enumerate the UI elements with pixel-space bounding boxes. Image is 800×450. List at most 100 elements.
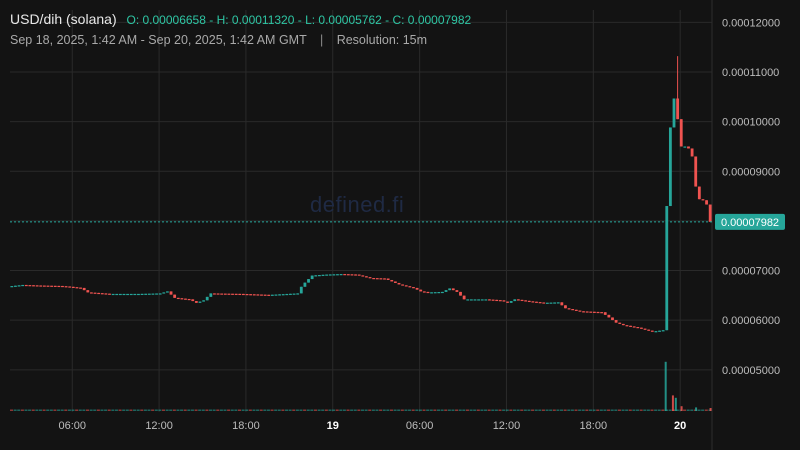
x-tick-label: 19 xyxy=(327,420,339,432)
volume-bar xyxy=(292,409,296,411)
candle-body xyxy=(173,294,177,298)
candle-body xyxy=(343,274,347,276)
y-tick-label: 0.00006000 xyxy=(722,315,780,327)
volume-bar xyxy=(223,409,227,411)
resolution-label[interactable]: Resolution: 15m xyxy=(336,33,428,47)
volume-bar xyxy=(190,409,194,411)
candle-body xyxy=(375,278,379,280)
candle-body xyxy=(158,293,162,295)
candle-body xyxy=(57,285,61,288)
candle-body xyxy=(466,299,470,301)
volume-bar xyxy=(313,409,317,411)
volume-bar xyxy=(317,409,321,411)
volume-bar xyxy=(82,409,86,411)
volume-bar xyxy=(321,409,325,411)
candle-body xyxy=(668,127,672,207)
candle-body xyxy=(553,302,557,304)
candle-body xyxy=(299,286,303,294)
candle-body xyxy=(469,299,473,301)
volume-bar xyxy=(455,409,459,411)
volume-bar xyxy=(259,409,263,411)
candle-body xyxy=(278,294,281,296)
volume-bar xyxy=(114,409,118,411)
candle-body xyxy=(21,284,25,287)
volume-bar xyxy=(143,409,147,411)
candle-body xyxy=(75,287,79,289)
volume-bar xyxy=(35,409,39,411)
volume-bar xyxy=(596,409,600,411)
candle-body xyxy=(658,330,661,332)
volume-bar xyxy=(393,409,397,411)
volume-bar xyxy=(64,409,68,411)
volume-bar xyxy=(646,409,650,411)
volume-bar xyxy=(346,409,350,411)
candle-body xyxy=(462,295,466,300)
volume-bar xyxy=(151,409,155,411)
volume-bar xyxy=(248,409,252,411)
candle-body xyxy=(614,320,618,323)
volume-bar xyxy=(194,409,198,411)
candle-body xyxy=(404,285,408,287)
volume-bar xyxy=(426,409,430,411)
volume-bar xyxy=(473,409,477,411)
candle-body xyxy=(256,294,260,296)
candle-body xyxy=(665,206,669,331)
volume-bar xyxy=(169,409,173,411)
volume-bar xyxy=(158,409,162,411)
candle-body xyxy=(194,301,198,303)
volume-bar xyxy=(574,409,578,411)
volume-bar xyxy=(520,409,524,411)
candle-body xyxy=(618,322,622,324)
candle-body xyxy=(408,286,412,288)
candle-body xyxy=(502,300,506,302)
volume-bar xyxy=(161,409,165,411)
volume-bar xyxy=(78,409,82,411)
candle-body xyxy=(473,299,477,301)
candle-body xyxy=(694,156,698,187)
volume-bar xyxy=(657,409,661,411)
candle-body xyxy=(574,309,578,311)
volume-bar xyxy=(375,409,379,411)
volume-bar xyxy=(252,409,256,411)
volume-bar xyxy=(498,409,502,411)
candle-body xyxy=(676,98,680,120)
volume-bar xyxy=(13,409,17,411)
volume-bar xyxy=(364,409,368,411)
candle-body xyxy=(68,286,72,288)
candle-body xyxy=(289,293,292,295)
last-price-tag xyxy=(715,213,785,230)
candle-body xyxy=(419,289,423,292)
candle-body xyxy=(596,311,600,314)
candle-body xyxy=(17,285,21,287)
volume-spike xyxy=(680,406,683,411)
candle-body xyxy=(705,200,708,205)
volume-bar xyxy=(585,409,589,411)
candle-body xyxy=(488,299,491,301)
candle-body xyxy=(307,279,310,283)
volume-bar xyxy=(408,409,412,411)
volume-bar xyxy=(422,409,426,411)
candle-body xyxy=(339,274,343,276)
volume-bar xyxy=(404,409,408,411)
candle-body xyxy=(571,309,575,311)
volume-bar xyxy=(270,409,274,411)
volume-bar xyxy=(512,409,516,411)
volume-bar xyxy=(154,409,158,411)
volume-bar xyxy=(379,409,383,411)
volume-bar xyxy=(491,409,495,411)
candle-body xyxy=(585,311,589,313)
candle-body xyxy=(303,282,307,287)
volume-bar xyxy=(643,409,647,411)
volume-bar xyxy=(245,409,249,411)
ohlc-values: O: 0.00006658 - H: 0.00011320 - L: 0.000… xyxy=(126,13,472,27)
candle-body xyxy=(216,293,220,295)
candle-body xyxy=(336,274,339,276)
candle-body xyxy=(144,293,148,295)
candle-body xyxy=(260,294,263,296)
volume-bar xyxy=(129,409,133,411)
candle-body xyxy=(115,293,119,296)
volume-spike xyxy=(695,407,698,411)
candle-body xyxy=(361,275,365,277)
volume-bar xyxy=(303,409,307,411)
